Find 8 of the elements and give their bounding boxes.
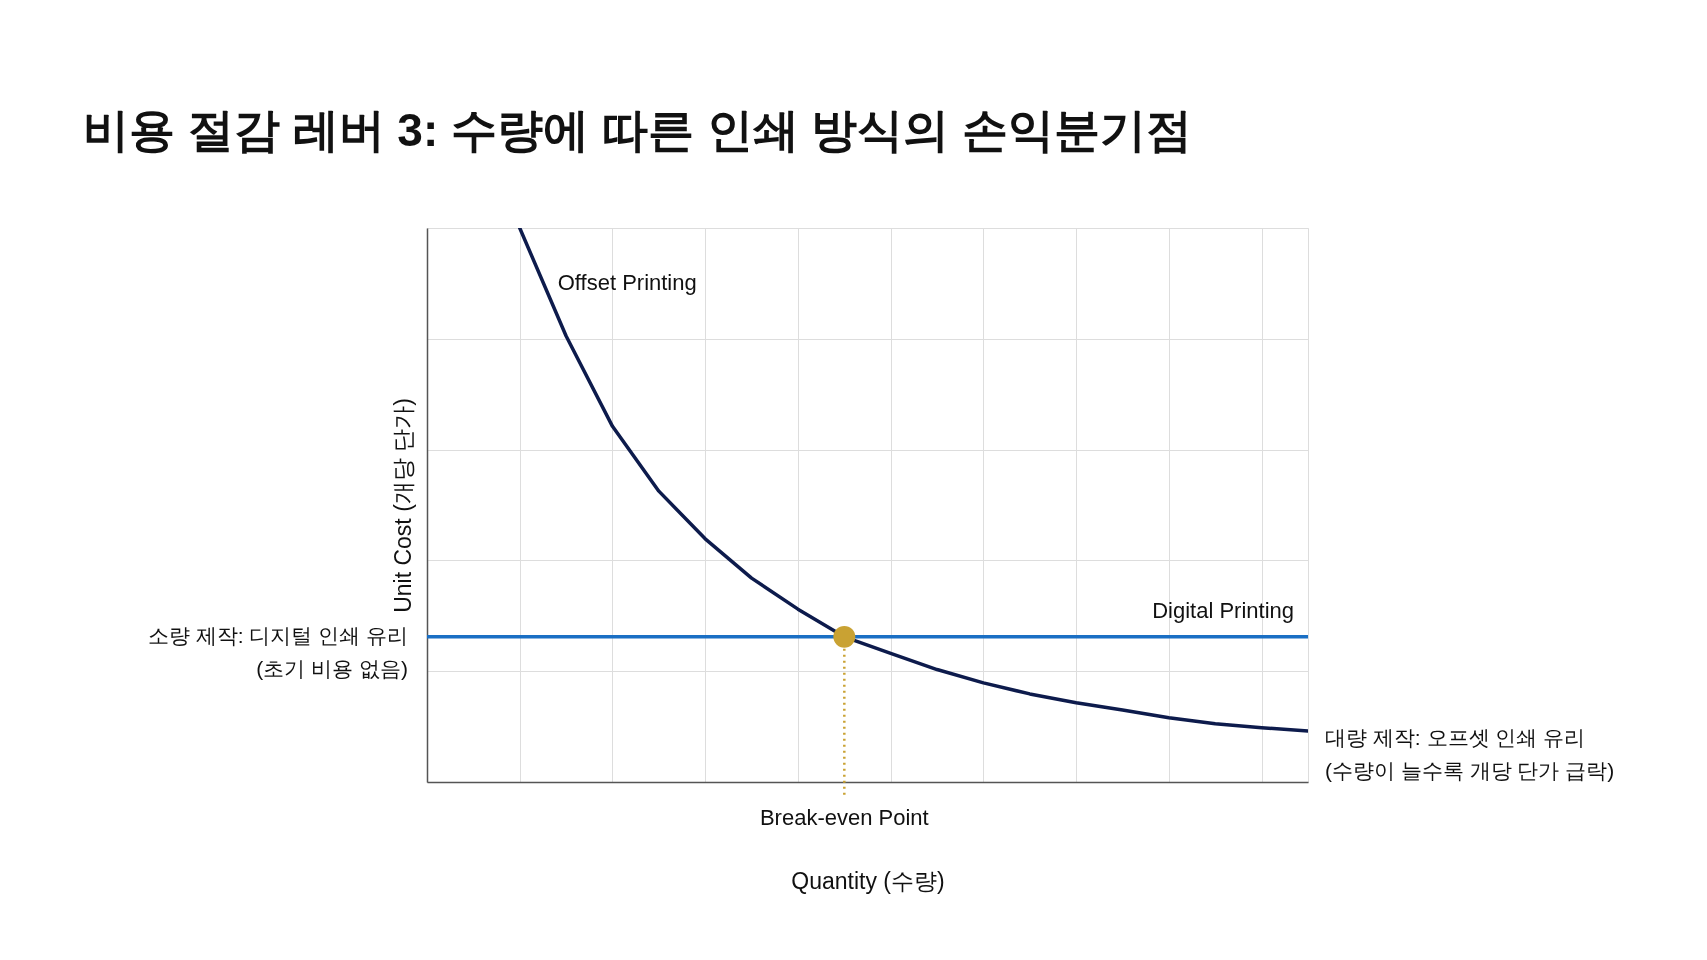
- y-axis-title: Unit Cost (개당 단가): [389, 398, 416, 613]
- text: Break-even Point: [759, 805, 929, 830]
- series-label: Offset Printing: [557, 270, 697, 295]
- text: 소량 제작: 디지털 인쇄 유리 (초기 비용 없음): [147, 623, 408, 680]
- chart-title: 비용 절감 레버 3: 수량에 따른 인쇄 방식의 손익분기점: [83, 104, 1193, 156]
- series-label: Digital Printing: [1152, 597, 1294, 623]
- text: 대량 제작: 오프셋 인쇄 유리 (수량이 늘수록 개당 단가 급락): [1325, 726, 1615, 783]
- x-axis-title: Quantity (수량): [791, 867, 945, 894]
